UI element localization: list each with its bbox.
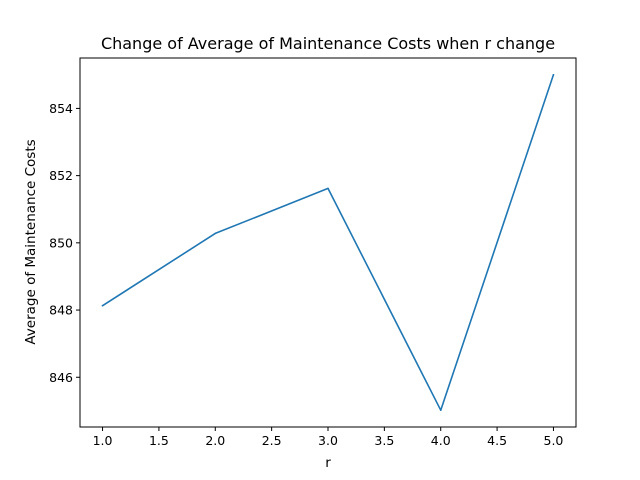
y-tick-label: 850: [49, 235, 73, 250]
x-tick-label: 5.0: [544, 433, 564, 448]
x-axis: 1.0 1.5 2.0 2.5 3.0 3.5 4.0 4.5 5.0: [93, 427, 564, 448]
data-point: [327, 187, 329, 190]
y-tick-label: 848: [49, 303, 73, 318]
x-tick-label: 2.0: [205, 433, 225, 448]
y-tick-label: 852: [49, 168, 73, 183]
x-tick-label: 2.5: [262, 433, 282, 448]
y-tick-label: 846: [49, 370, 73, 385]
x-tick-label: 1.0: [93, 433, 113, 448]
x-tick-label: 3.5: [374, 433, 394, 448]
y-axis-label: Average of Maintenance Costs: [23, 139, 39, 344]
x-tick-label: 4.5: [487, 433, 507, 448]
y-tick-label: 854: [49, 101, 73, 116]
chart-title: Change of Average of Maintenance Costs w…: [101, 34, 555, 53]
y-axis: 846 848 850 852 854: [49, 101, 80, 385]
x-axis-label: r: [325, 455, 331, 471]
data-point: [552, 74, 555, 76]
data-point: [101, 304, 104, 307]
series-layer: [101, 74, 555, 412]
x-tick-label: 4.0: [431, 433, 451, 448]
x-tick-label: 3.0: [318, 433, 338, 448]
data-point: [439, 409, 442, 411]
data-point: [214, 232, 217, 235]
x-tick-label: 1.5: [149, 433, 169, 448]
